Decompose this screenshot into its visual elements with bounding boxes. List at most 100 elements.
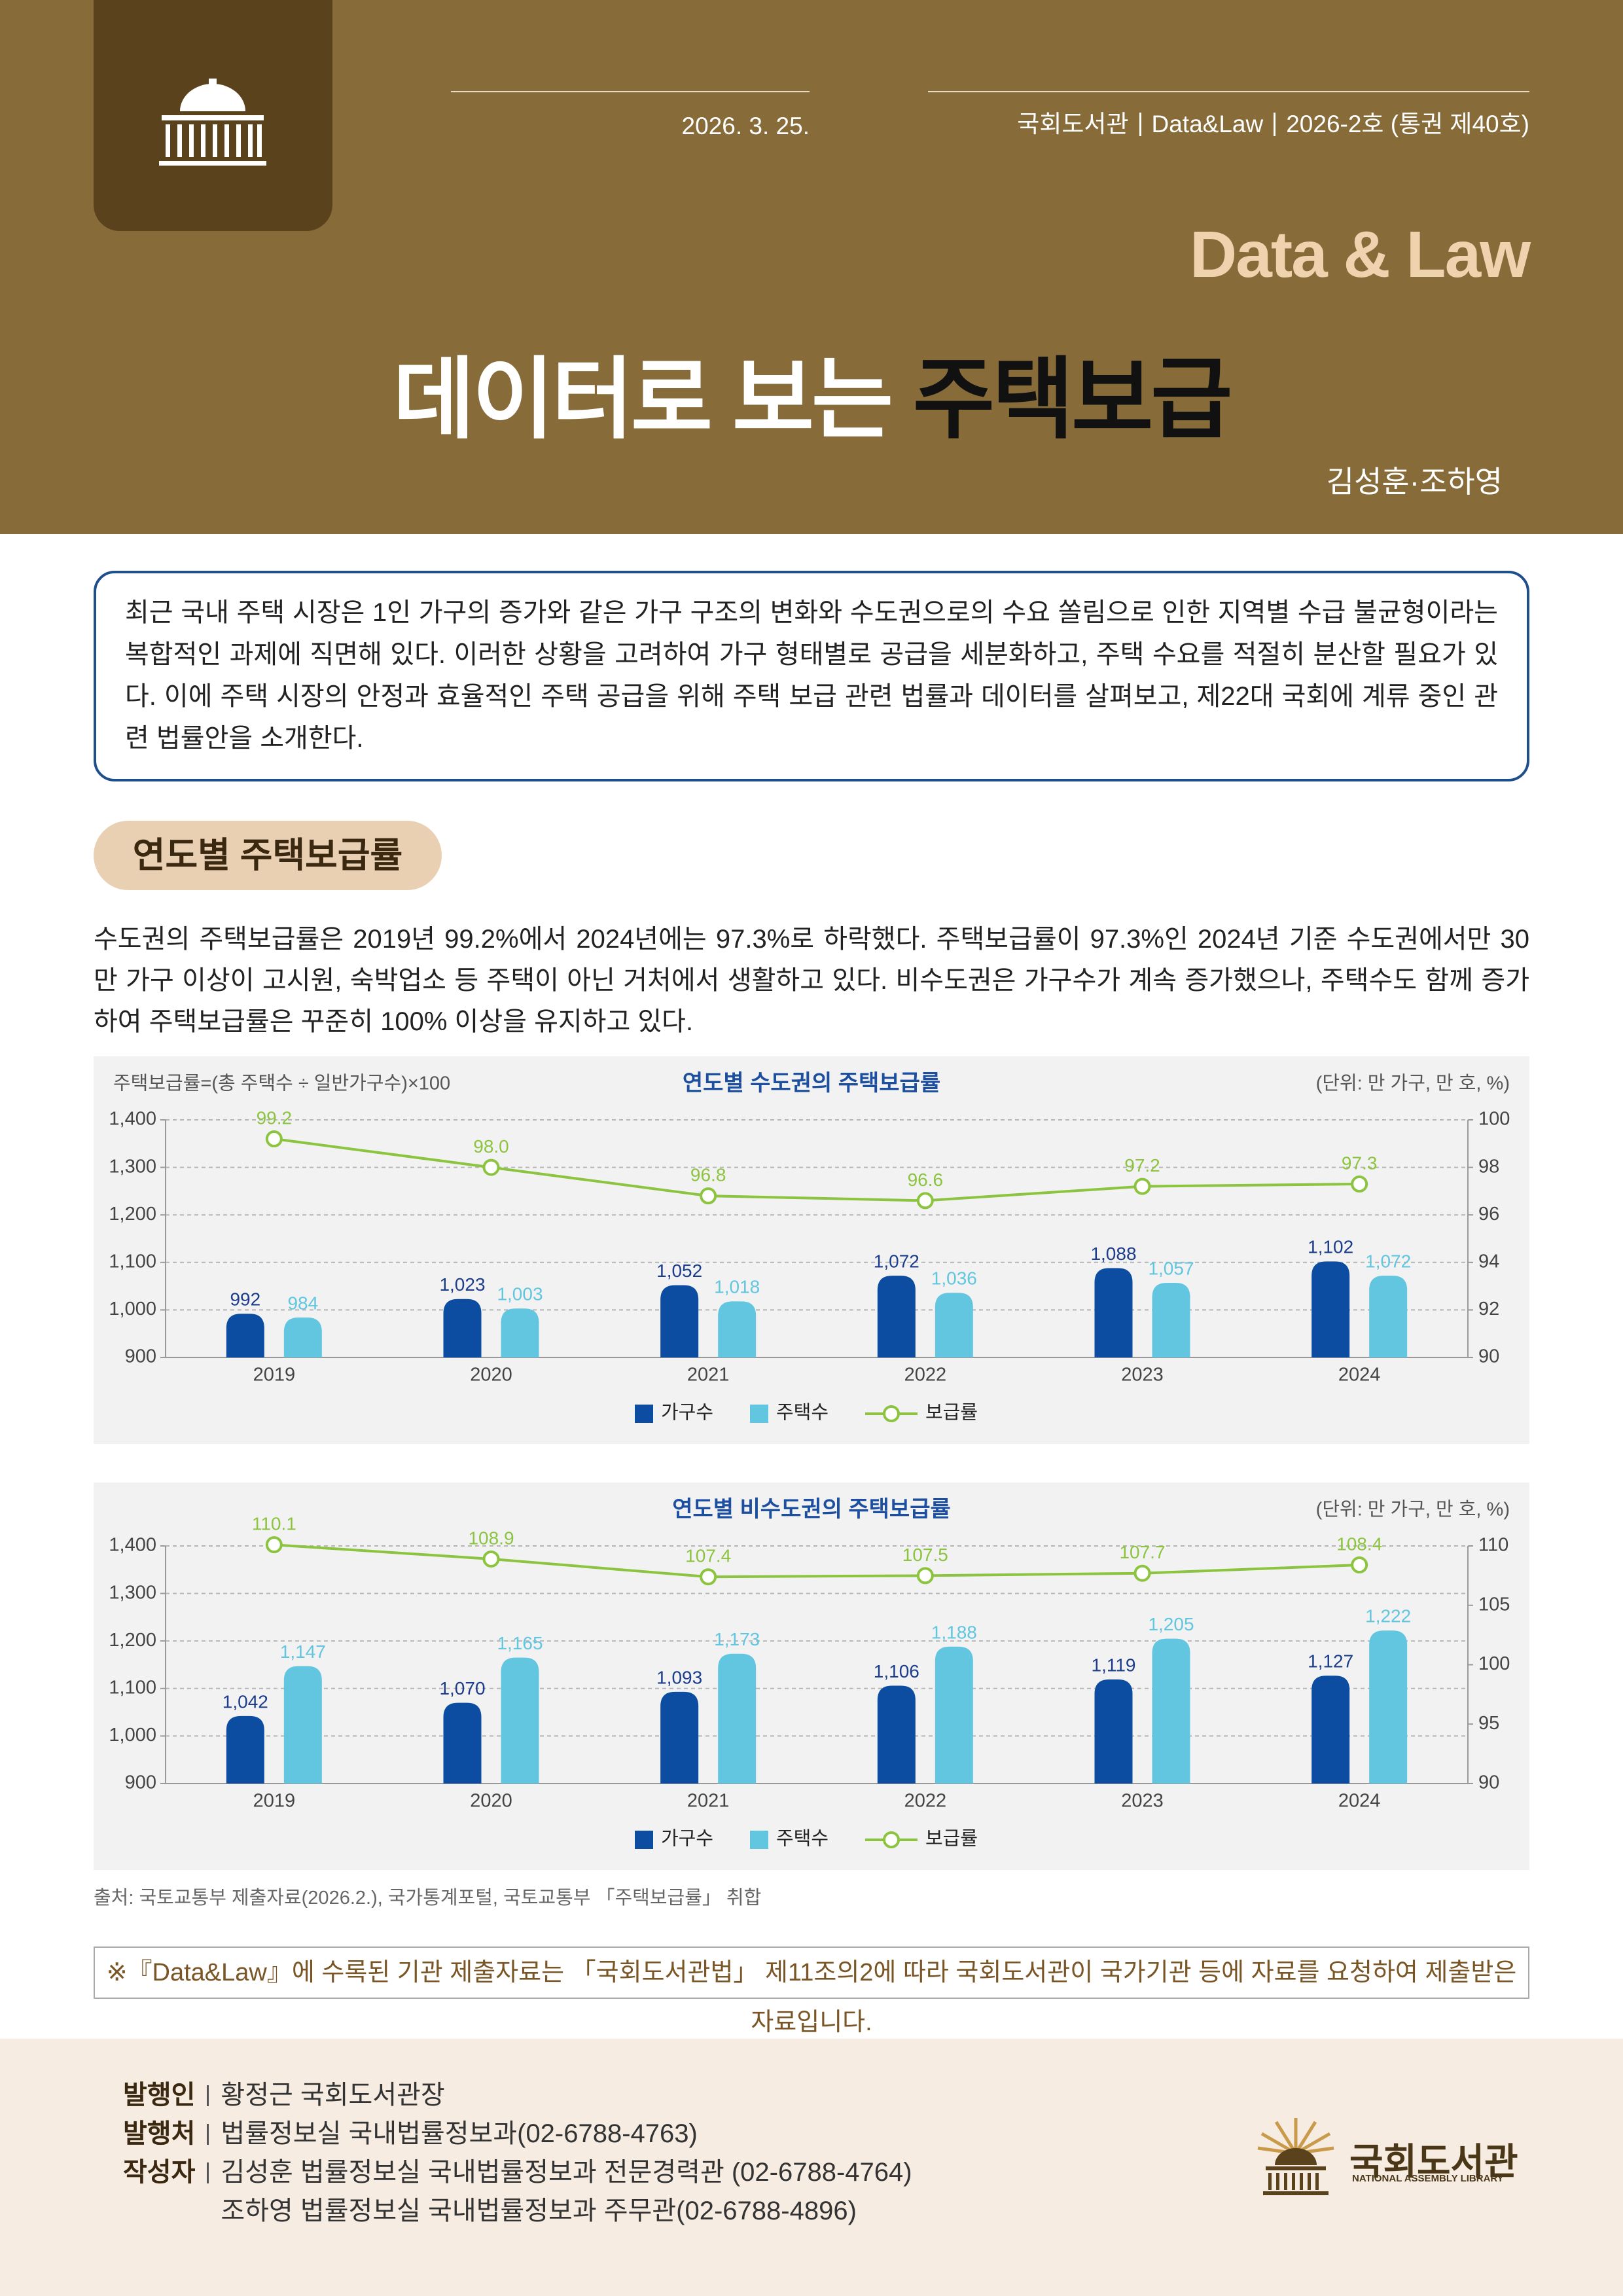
y-tick-label: 1,400	[109, 1535, 156, 1556]
value-label: 110.1	[252, 1514, 296, 1534]
bar	[226, 1314, 264, 1357]
footer-values: 김성훈 법률정보실 국내법률정보과 전문경력관 (02-6788-4764) 조하…	[221, 2153, 912, 2231]
footer-value: 황정근 국회도서관장	[221, 2081, 445, 2109]
series-info-item: 2026-2호 (통권 제40호)	[1274, 112, 1529, 136]
legend-marker	[883, 1831, 900, 1848]
footer-label: 발행처	[123, 2119, 196, 2148]
footer-logo-sub: NATIONAL ASSEMBLY LIBRARY	[1352, 2173, 1504, 2184]
x-tick-label: 2023	[1121, 1365, 1164, 1386]
y-tick-label: 1,000	[109, 1299, 156, 1319]
line-point	[700, 1568, 717, 1586]
x-tick-label: 2021	[687, 1791, 730, 1812]
bar	[283, 1666, 322, 1784]
value-label: 1,070	[439, 1678, 485, 1698]
notice: ※『Data&Law』에 수록된 기관 제출자료는 「국회도서관법」 제11조의…	[94, 1946, 1529, 2036]
footer-logo-icon	[1257, 2118, 1334, 2195]
line	[274, 1543, 1360, 1579]
value-label: 96.6	[908, 1170, 944, 1190]
chart-note: 주택보급률=(총 주택수 ÷ 일반가구수)×100	[113, 1073, 450, 1094]
bar	[660, 1285, 699, 1357]
footer-value: 법률정보실 국내법률정보과(02-6788-4763)	[221, 2119, 698, 2148]
y2-tick-label: 98	[1478, 1156, 1499, 1177]
bar	[1152, 1283, 1190, 1357]
line-point	[916, 1567, 934, 1585]
footer-row: 작성자 김성훈 법률정보실 국내법률정보과 전문경력관 (02-6788-4764…	[123, 2153, 912, 2231]
line-point	[482, 1158, 500, 1176]
value-label: 1,003	[497, 1284, 543, 1304]
line-point	[1351, 1175, 1368, 1193]
source: 출처: 국토교통부 제출자료(2026.2.), 국가통계포털, 국토교통부 「…	[94, 1888, 762, 1909]
issue-date: 2026. 3. 25.	[681, 113, 810, 139]
chart-unit: (단위: 만 가구, 만 호, %)	[1316, 1073, 1510, 1094]
y-tick-label: 1,300	[109, 1582, 156, 1603]
legend-label: 보급률	[925, 1403, 978, 1424]
x-tick-label: 2022	[904, 1791, 947, 1812]
chart: 연도별 수도권의 주택보급률 주택보급률=(총 주택수 ÷ 일반가구수)×100 (…	[109, 1071, 1510, 1424]
value-label: 108.9	[468, 1528, 514, 1548]
y-tick-label: 900	[125, 1346, 156, 1367]
y2-tick-label: 95	[1478, 1713, 1499, 1734]
footer-label: 발행인	[123, 2081, 196, 2109]
y2-tick-label: 92	[1478, 1299, 1499, 1319]
series-info-item: Data&Law	[1139, 112, 1274, 136]
value-label: 1,036	[931, 1268, 977, 1289]
bar	[501, 1308, 539, 1357]
value-label: 1,088	[1090, 1244, 1136, 1264]
legend-label: 보급률	[925, 1829, 978, 1850]
value-label: 1,052	[656, 1261, 702, 1281]
value-label: 1,205	[1148, 1614, 1194, 1634]
y2-tick-label: 90	[1478, 1772, 1499, 1793]
legend-label: 주택수	[776, 1829, 829, 1850]
y-tick-label: 1,200	[109, 1630, 156, 1651]
value-label: 97.2	[1124, 1155, 1160, 1175]
authors: 김성훈·조하영	[1326, 465, 1503, 499]
title-part: 주택보급	[912, 350, 1232, 449]
line-point	[265, 1536, 283, 1554]
value-label: 108.4	[1336, 1534, 1382, 1554]
separator	[207, 2124, 209, 2145]
x-tick-label: 2024	[1338, 1791, 1381, 1812]
bar	[718, 1653, 757, 1784]
value-label: 1,147	[280, 1641, 326, 1662]
value-label: 1,072	[874, 1251, 919, 1272]
section-title: 연도별 주택보급률	[94, 821, 442, 890]
bar	[1369, 1276, 1408, 1357]
bar	[1369, 1630, 1408, 1784]
chart: 연도별 비수도권의 주택보급률 (단위: 만 가구, 만 호, %) 900 1,00…	[109, 1497, 1510, 1850]
y-tick-label: 1,400	[109, 1109, 156, 1130]
footer	[0, 2039, 1623, 2296]
bar	[1152, 1638, 1190, 1784]
x-tick-label: 2024	[1338, 1365, 1381, 1386]
value-label: 96.8	[690, 1165, 726, 1185]
legend-marker	[635, 1831, 653, 1849]
chart-panel: 연도별 비수도권의 주택보급률 (단위: 만 가구, 만 호, %) 900 1,00…	[94, 1482, 1529, 1870]
value-label: 1,127	[1308, 1651, 1353, 1672]
value-label: 99.2	[257, 1107, 293, 1128]
value-label: 1,057	[1148, 1258, 1194, 1278]
logo-icon	[159, 79, 266, 166]
legend-marker	[750, 1405, 768, 1423]
footer-values: 황정근 국회도서관장	[221, 2076, 444, 2115]
series-info-item: 국회도서관	[1017, 111, 1129, 137]
bar	[935, 1646, 973, 1784]
y-tick-label: 1,200	[109, 1204, 156, 1225]
x-tick-label: 2019	[253, 1365, 296, 1386]
value-label: 1,119	[1092, 1655, 1136, 1675]
title: 데이터로 보는 주택보급	[0, 327, 1623, 456]
value-label: 1,188	[931, 1622, 977, 1642]
x-tick-label: 2023	[1121, 1791, 1164, 1812]
value-label: 1,042	[223, 1691, 268, 1712]
separator	[207, 2085, 209, 2106]
line-point	[482, 1550, 500, 1568]
legend-marker	[750, 1831, 768, 1849]
y-tick-label: 1,000	[109, 1725, 156, 1746]
value-label: 1,102	[1308, 1237, 1353, 1257]
value-label: 1,165	[497, 1633, 543, 1653]
x-tick-label: 2020	[470, 1791, 512, 1812]
bar	[1311, 1261, 1350, 1357]
value-label: 984	[287, 1293, 318, 1313]
value-label: 992	[230, 1289, 260, 1310]
bar	[283, 1318, 322, 1357]
header-rule	[451, 91, 810, 92]
